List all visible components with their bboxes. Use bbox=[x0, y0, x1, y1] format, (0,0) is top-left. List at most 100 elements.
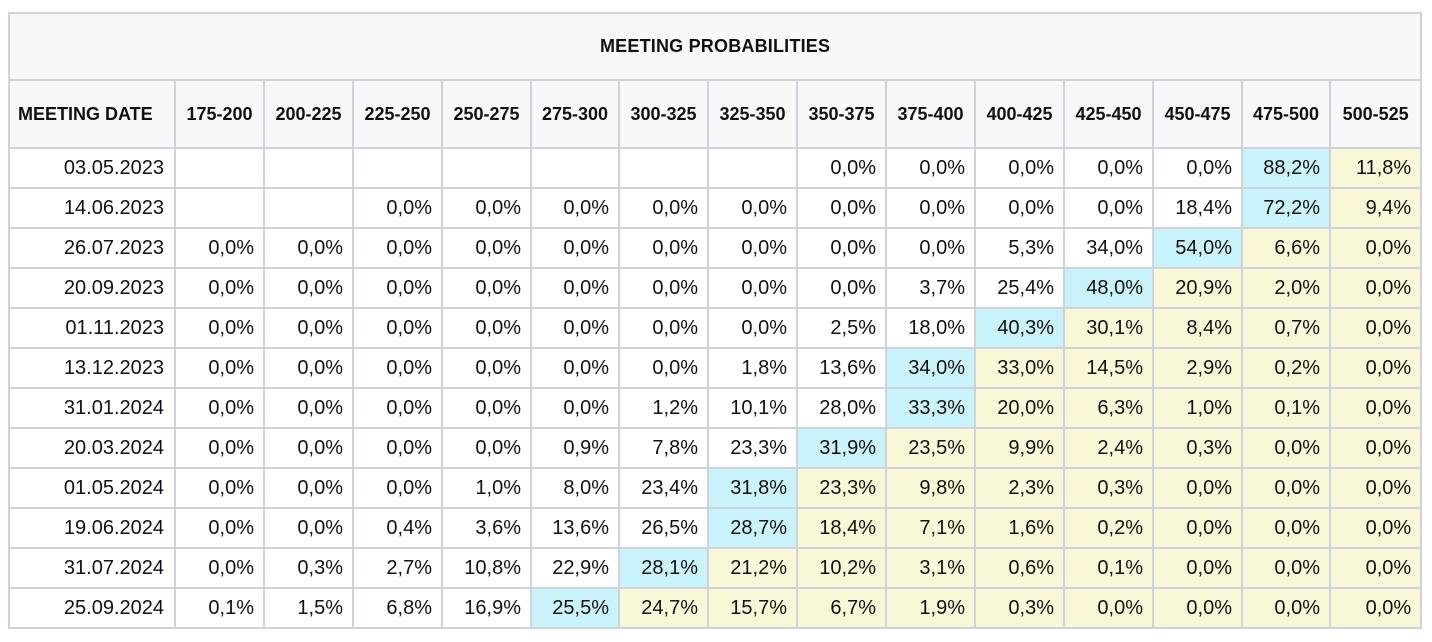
probability-cell-above: 11,8% bbox=[1328, 147, 1423, 189]
range-header-425-450: 425-450 bbox=[1063, 79, 1154, 149]
probability-cell-above: 20,9% bbox=[1152, 267, 1243, 309]
probability-cell: 0,0% bbox=[530, 267, 620, 309]
probability-cell-above: 0,0% bbox=[1152, 547, 1243, 589]
probability-cell-above: 0,0% bbox=[1241, 467, 1331, 509]
probability-cell-above: 9,4% bbox=[1328, 187, 1423, 229]
probability-cell-above: 0,0% bbox=[1328, 387, 1423, 429]
empty-cell bbox=[352, 147, 443, 189]
probability-cell: 0,0% bbox=[885, 227, 976, 269]
range-header-450-475: 450-475 bbox=[1152, 79, 1243, 149]
range-header-350-375: 350-375 bbox=[796, 79, 887, 149]
probability-cell: 0,0% bbox=[174, 387, 265, 429]
probability-cell: 0,0% bbox=[174, 267, 265, 309]
probability-cell: 1,2% bbox=[618, 387, 709, 429]
probability-cell: 25,4% bbox=[974, 267, 1065, 309]
range-header-225-250: 225-250 bbox=[352, 79, 443, 149]
probability-cell-above: 24,7% bbox=[618, 587, 709, 629]
meeting-date-cell: 20.09.2023 bbox=[8, 267, 176, 309]
probability-cell-above: 18,4% bbox=[796, 507, 887, 549]
probability-cell: 0,0% bbox=[352, 347, 443, 389]
probability-cell: 0,0% bbox=[352, 387, 443, 429]
probability-cell-above: 6,6% bbox=[1241, 227, 1331, 269]
meeting-date-header: MEETING DATE bbox=[8, 79, 176, 149]
max-probability-cell: 48,0% bbox=[1063, 267, 1154, 309]
probability-cell-above: 0,0% bbox=[1328, 467, 1423, 509]
probability-cell: 0,0% bbox=[1063, 187, 1154, 229]
probability-cell: 0,9% bbox=[530, 427, 620, 469]
meeting-date-cell: 13.12.2023 bbox=[8, 347, 176, 389]
probability-cell: 22,9% bbox=[530, 547, 620, 589]
probability-cell-above: 0,0% bbox=[1152, 507, 1243, 549]
probability-cell: 1,0% bbox=[441, 467, 532, 509]
empty-cell bbox=[618, 147, 709, 189]
probability-cell-above: 20,0% bbox=[974, 387, 1065, 429]
probability-cell-above: 0,2% bbox=[1241, 347, 1331, 389]
probability-cell: 16,9% bbox=[441, 587, 532, 629]
probability-cell: 0,0% bbox=[263, 507, 354, 549]
probability-cell-above: 23,3% bbox=[796, 467, 887, 509]
probability-cell: 26,5% bbox=[618, 507, 709, 549]
table-row: 31.07.2024 0,0% 0,3% 2,7% 10,8% 22,9% 28,1% 21,… bbox=[8, 547, 1423, 589]
probability-cell: 0,0% bbox=[618, 227, 709, 269]
probability-cell-above: 2,0% bbox=[1241, 267, 1331, 309]
probability-cell-above: 14,5% bbox=[1063, 347, 1154, 389]
probability-cell: 23,3% bbox=[707, 427, 798, 469]
table-row: 20.03.2024 0,0% 0,0% 0,0% 0,0% 0,9% 7,8% 23,3% 3… bbox=[8, 427, 1423, 469]
probability-cell: 0,0% bbox=[263, 467, 354, 509]
max-probability-cell: 31,9% bbox=[796, 427, 887, 469]
probability-cell: 0,0% bbox=[441, 267, 532, 309]
probability-cell-above: 2,9% bbox=[1152, 347, 1243, 389]
empty-cell bbox=[174, 147, 265, 189]
probability-cell: 0,0% bbox=[441, 187, 532, 229]
table-row: 20.09.2023 0,0% 0,0% 0,0% 0,0% 0,0% 0,0% 0,0% 0,… bbox=[8, 267, 1423, 309]
probability-cell-above: 0,0% bbox=[1328, 547, 1423, 589]
probability-cell: 0,1% bbox=[174, 587, 265, 629]
probability-cell-above: 2,3% bbox=[974, 467, 1065, 509]
probability-cell: 0,0% bbox=[174, 507, 265, 549]
probability-cell-above: 0,3% bbox=[1152, 427, 1243, 469]
probability-cell-above: 6,3% bbox=[1063, 387, 1154, 429]
range-header-400-425: 400-425 bbox=[974, 79, 1065, 149]
probability-cell: 0,0% bbox=[352, 227, 443, 269]
probability-cell: 0,0% bbox=[174, 227, 265, 269]
probability-cell: 0,0% bbox=[796, 227, 887, 269]
probability-cell-above: 7,1% bbox=[885, 507, 976, 549]
probability-cell: 0,0% bbox=[530, 187, 620, 229]
probability-cell: 6,8% bbox=[352, 587, 443, 629]
probability-cell: 3,7% bbox=[885, 267, 976, 309]
probability-cell: 0,0% bbox=[441, 347, 532, 389]
table-row: 01.11.2023 0,0% 0,0% 0,0% 0,0% 0,0% 0,0% 0,0% 2,… bbox=[8, 307, 1423, 349]
table-row: 03.05.2023 0,0% 0,0% 0,0% 0,0% 0,0% 88,2% 11,8% bbox=[8, 147, 1423, 189]
probability-cell: 1,8% bbox=[707, 347, 798, 389]
probability-cell-above: 1,9% bbox=[885, 587, 976, 629]
probability-cell: 23,4% bbox=[618, 467, 709, 509]
probability-cell: 0,0% bbox=[441, 307, 532, 349]
max-probability-cell: 54,0% bbox=[1152, 227, 1243, 269]
probability-cell: 0,0% bbox=[974, 147, 1065, 189]
probability-cell: 28,0% bbox=[796, 387, 887, 429]
probability-cell: 0,0% bbox=[441, 387, 532, 429]
probability-cell-above: 0,6% bbox=[974, 547, 1065, 589]
table-row: 31.01.2024 0,0% 0,0% 0,0% 0,0% 0,0% 1,2% 10,1% 2… bbox=[8, 387, 1423, 429]
probability-cell: 0,0% bbox=[263, 227, 354, 269]
probability-cell: 0,0% bbox=[796, 147, 887, 189]
probability-cell: 0,0% bbox=[707, 187, 798, 229]
meeting-date-cell: 31.01.2024 bbox=[8, 387, 176, 429]
probability-cell: 0,0% bbox=[441, 427, 532, 469]
probability-cell-above: 0,2% bbox=[1063, 507, 1154, 549]
probability-cell: 0,0% bbox=[352, 467, 443, 509]
empty-cell bbox=[441, 147, 532, 189]
meeting-date-cell: 14.06.2023 bbox=[8, 187, 176, 229]
probability-cell-above: 9,8% bbox=[885, 467, 976, 509]
table-row: 19.06.2024 0,0% 0,0% 0,4% 3,6% 13,6% 26,5% 28,7… bbox=[8, 507, 1423, 549]
probability-cell: 3,6% bbox=[441, 507, 532, 549]
meeting-date-cell: 31.07.2024 bbox=[8, 547, 176, 589]
max-probability-cell: 28,1% bbox=[618, 547, 709, 589]
probability-cell-above: 0,0% bbox=[1328, 587, 1423, 629]
probability-cell: 0,0% bbox=[530, 227, 620, 269]
probability-cell-above: 0,0% bbox=[1241, 547, 1331, 589]
meeting-date-cell: 26.07.2023 bbox=[8, 227, 176, 269]
meeting-probabilities-table: MEETING PROBABILITIES MEETING DATE 175-2… bbox=[7, 12, 1423, 629]
table-row: 01.05.2024 0,0% 0,0% 0,0% 1,0% 8,0% 23,4% 31,8%… bbox=[8, 467, 1423, 509]
probability-cell-above: 0,0% bbox=[1152, 467, 1243, 509]
